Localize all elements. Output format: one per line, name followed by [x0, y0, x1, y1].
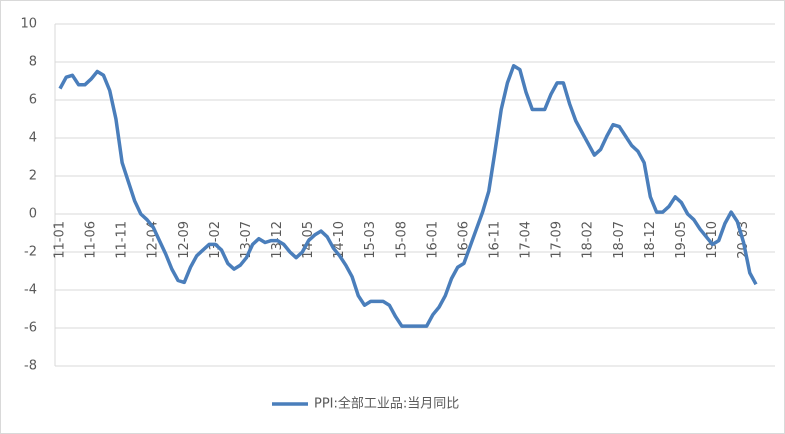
x-tick-label: 17-04 [519, 221, 534, 259]
x-tick-label: 11-11 [115, 221, 130, 259]
x-tick-label: 12-09 [177, 221, 192, 259]
y-tick-label: -8 [24, 359, 37, 374]
x-tick-label: 19-10 [705, 221, 720, 259]
x-tick-label: 15-03 [363, 221, 378, 259]
x-tick-label: 16-11 [488, 221, 503, 259]
x-tick-label: 19-05 [674, 221, 689, 259]
x-tick-label: 12-04 [146, 221, 161, 259]
y-tick-label: 4 [29, 131, 37, 146]
x-tick-label: 18-12 [643, 221, 658, 259]
y-tick-label: 6 [29, 93, 37, 108]
x-tick-label: 15-08 [394, 221, 409, 259]
x-tick-label: 18-02 [581, 221, 596, 259]
legend-label: PPI:全部工业品:当月同比 [314, 396, 459, 412]
x-tick-label: 16-01 [425, 221, 440, 259]
line [58, 64, 758, 328]
y-tick-label: -2 [24, 245, 37, 260]
x-tick-label: 13-07 [239, 221, 254, 259]
y-tick-label: 8 [29, 55, 37, 70]
y-tick-label: 0 [29, 207, 37, 222]
x-tick-label: 18-07 [612, 221, 627, 259]
x-tick-label: 13-02 [208, 221, 223, 259]
x-tick-label: 17-09 [550, 221, 565, 259]
x-tick-label: 11-06 [84, 221, 99, 259]
y-tick-label: 2 [29, 169, 37, 184]
y-tick-label: -4 [24, 283, 37, 298]
x-tick-label: 11-01 [53, 221, 68, 259]
y-tick-label: 10 [20, 17, 37, 32]
y-tick-label: -6 [24, 321, 37, 336]
